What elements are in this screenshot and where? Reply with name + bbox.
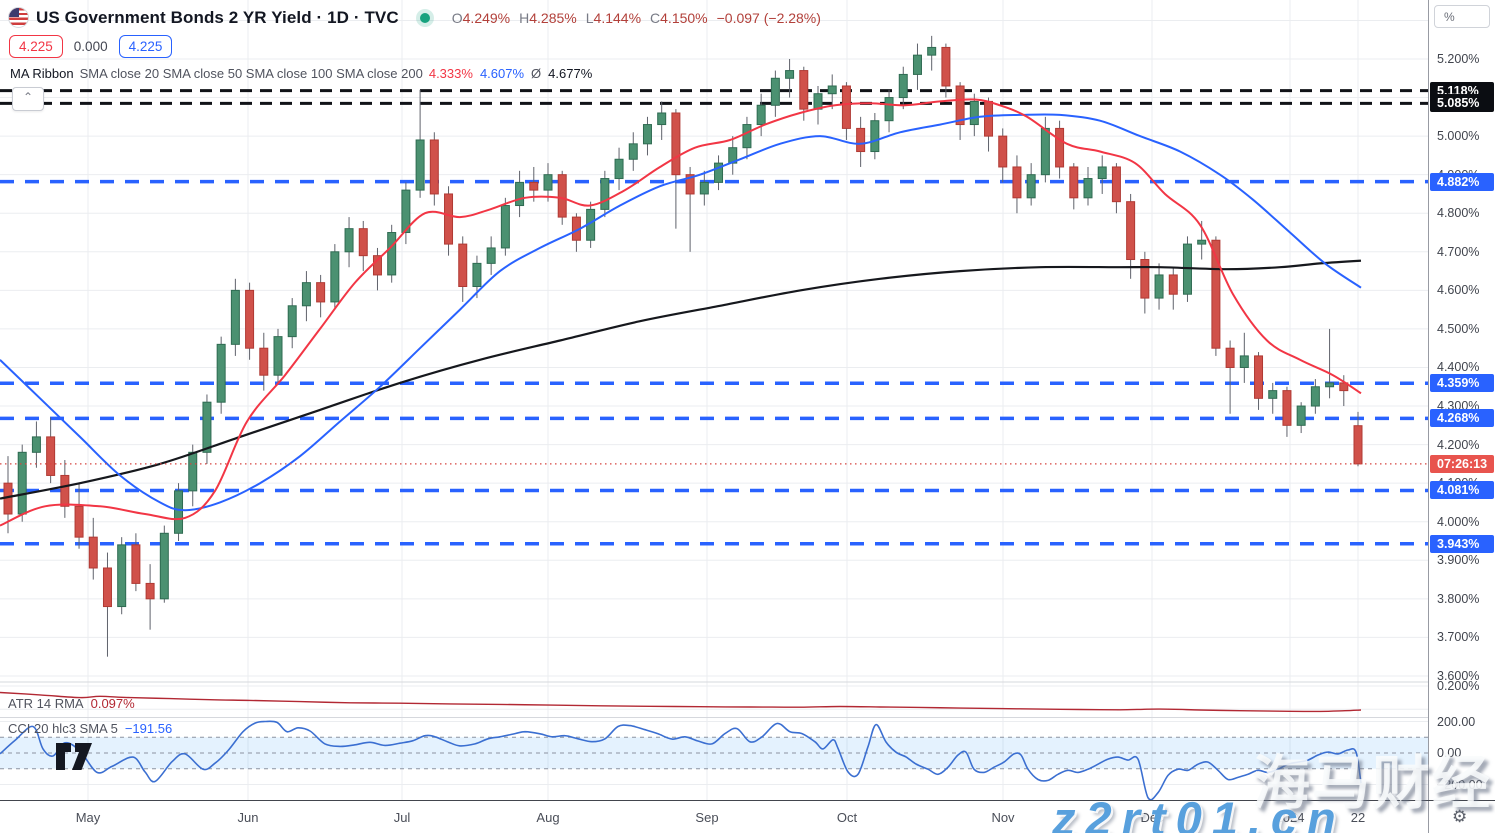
ohlc-item: C4.150%	[650, 9, 708, 26]
ma-ribbon-values: 4.333% 4.607% Ø 4.677%	[429, 66, 592, 81]
axis-settings-gear-icon[interactable]: ⚙	[1452, 807, 1468, 826]
cci-scale-tick: −200.00	[1437, 777, 1483, 792]
price-tick: 3.700%	[1437, 630, 1480, 645]
atr-legend-title: ATR 14 RMA	[8, 696, 84, 711]
spread-value: 0.000	[73, 39, 108, 54]
price-tick: 4.000%	[1437, 514, 1480, 529]
level-price-badge: 5.085%	[1430, 94, 1494, 113]
us-flag-icon	[8, 7, 29, 28]
time-tick: Sep	[695, 810, 719, 825]
time-tick: May	[75, 810, 101, 825]
atr-legend-value: 0.097%	[90, 696, 135, 711]
price-axis[interactable]: % 5.200%5.000%4.900%4.800%4.700%4.600%4.…	[1428, 0, 1495, 800]
price-tick: 5.200%	[1437, 52, 1480, 66]
time-tick: Oct	[836, 810, 858, 825]
market-status-icon[interactable]	[419, 12, 430, 23]
atr-legend[interactable]: ATR 14 RMA 0.097%	[8, 696, 135, 711]
change-value: −0.097 (−2.28%)	[716, 9, 821, 26]
time-tick: Aug	[536, 810, 560, 825]
price-tick: 3.800%	[1437, 591, 1480, 606]
cci-legend-title: CCI 20 hlc3 SMA 5	[8, 721, 118, 736]
ma-value: 4.607%	[479, 66, 525, 81]
time-axis[interactable]: ⚙ May Jun Jul Aug Sep Oct Nov Dec 2024 22	[0, 800, 1495, 833]
price-tick: 4.200%	[1437, 437, 1480, 452]
price-tick: 3.900%	[1437, 553, 1480, 568]
ohlc-item: L4.144%	[585, 9, 642, 26]
percent-scale-button[interactable]: %	[1434, 5, 1490, 28]
price-tick: 5.000%	[1437, 129, 1480, 144]
price-tick: 4.500%	[1437, 321, 1480, 336]
buy-price-button[interactable]: 4.225	[118, 35, 173, 58]
time-tick: 22	[1350, 810, 1366, 825]
ohlc-values: O4.249% H4.285% L4.144% C4.150% −0.097 (−2.2…	[452, 10, 821, 26]
bar-countdown-badge: 07:26:13	[1430, 454, 1494, 473]
level-price-badge: 4.359%	[1430, 374, 1494, 393]
time-tick: Jul	[393, 810, 411, 825]
cci-legend[interactable]: CCI 20 hlc3 SMA 5 −191.56	[8, 721, 172, 736]
time-tick: Dec	[1140, 810, 1164, 825]
price-tick: 4.700%	[1437, 244, 1480, 259]
time-tick: 2024	[1275, 810, 1305, 825]
tradingview-logo[interactable]	[55, 742, 93, 772]
axis-corner-divider	[1428, 801, 1429, 833]
atr-scale-tick: 0.200%	[1437, 679, 1480, 693]
price-tick: 3.600%	[1437, 668, 1480, 683]
symbol-title[interactable]: US Government Bonds 2 YR Yield · 1D · TV…	[36, 7, 399, 27]
cci-scale-tick: 200.00	[1437, 714, 1476, 729]
chart-canvas[interactable]	[0, 0, 1428, 800]
price-tick: 4.400%	[1437, 360, 1480, 375]
ohlc-item: H4.285%	[519, 9, 577, 26]
ma-ribbon-title: MA Ribbon	[10, 66, 74, 81]
cci-scale-tick: 0.00	[1437, 746, 1462, 760]
ma-value: 4.333%	[428, 66, 473, 81]
sell-price-button[interactable]: 4.225	[9, 35, 63, 58]
time-tick: Nov	[991, 810, 1015, 825]
collapse-levels-button[interactable]: ⌃	[12, 87, 44, 111]
ohlc-item: O4.249%	[451, 9, 511, 26]
ma-ribbon-params: SMA close 20 SMA close 50 SMA close 100 …	[79, 66, 423, 81]
level-price-badge: 4.268%	[1430, 409, 1494, 428]
ma-ribbon-legend[interactable]: MA Ribbon SMA close 20 SMA close 50 SMA …	[10, 66, 592, 81]
time-tick: Jun	[237, 810, 259, 825]
level-price-badge: 4.882%	[1430, 172, 1494, 191]
price-tick: 4.800%	[1437, 206, 1480, 221]
level-price-badge: 3.943%	[1430, 534, 1494, 553]
price-tick: 4.600%	[1437, 283, 1480, 298]
level-price-badge: 4.081%	[1430, 481, 1494, 500]
cci-legend-value: −191.56	[124, 721, 173, 736]
ma-value: Ø	[531, 66, 542, 81]
ma-value: 4.677%	[548, 66, 593, 81]
